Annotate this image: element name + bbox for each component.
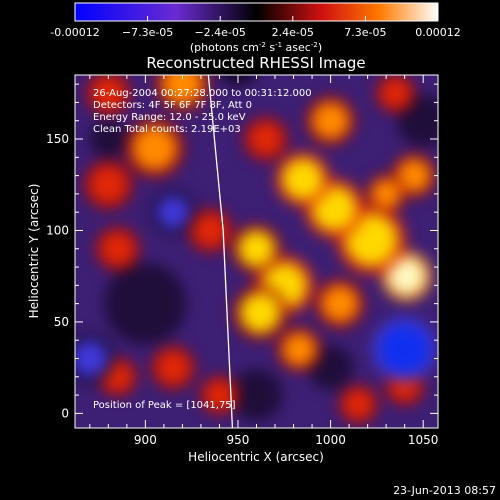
colorbar-ticks: -0.00012 −7.3e-05 −2.4e-05 2.4e-05 7.3e-05 0.… [50, 16, 461, 39]
colorbar-tick-label: 7.3e-05 [344, 26, 386, 39]
heatmap-blob [387, 257, 426, 295]
annotation-energy: Energy Range: 12.0 - 25.0 keV [93, 112, 246, 123]
heatmap-blob [91, 76, 126, 110]
annotation-block: 26-Aug-2004 00:27:28.000 to 00:31:12.000… [93, 88, 312, 135]
heatmap-blob [193, 213, 227, 248]
heatmap-blob [89, 166, 127, 204]
x-tick-label: 950 [227, 433, 250, 447]
annotation-counts: Clean Total counts: 2.19E+03 [93, 124, 241, 135]
colorbar-tick-label: 0.00012 [415, 26, 461, 39]
heatmap-blob [75, 339, 109, 378]
heatmap-blob [380, 78, 411, 109]
heatmap-blob [321, 285, 359, 323]
heatmap-blob [397, 158, 431, 193]
heatmap-blob [100, 232, 135, 266]
colorbar-units: (photons cm-2 s-1 asec-2) [190, 41, 322, 54]
chart-title: Reconstructed RHESSI Image [146, 54, 365, 72]
heatmap-blob [162, 75, 203, 105]
colorbar-tick-label: -0.00012 [50, 26, 99, 39]
heatmap-blob [345, 213, 398, 266]
heatmap-dark-region [230, 369, 283, 422]
colorbar [74, 2, 439, 22]
heatmap-blob [132, 125, 177, 171]
colorbar-tick-label: −2.4e-05 [194, 26, 245, 39]
heatmap-blob [343, 389, 374, 420]
colorbar-tick-label: 2.4e-05 [272, 26, 314, 39]
heatmap-area [75, 75, 438, 428]
x-tick-label: 1000 [315, 433, 346, 447]
y-tick-label: 50 [54, 315, 69, 329]
colorbar-tick-label: −7.3e-05 [122, 26, 173, 39]
heatmap-blobs [75, 75, 438, 425]
annotation-time: 26-Aug-2004 00:27:28.000 to 00:31:12.000 [93, 88, 312, 99]
heatmap-blob [282, 332, 316, 367]
y-axis-label: Heliocentric Y (arcsec) [27, 184, 41, 319]
heatmap-dark-region [89, 120, 127, 158]
heatmap-blob [249, 122, 283, 156]
heatmap-blob [156, 195, 190, 229]
heatmap-blob [371, 179, 401, 209]
x-tick-label: 1050 [408, 433, 439, 447]
peak-position-label: Position of Peak = [1041,75] [93, 400, 236, 411]
heatmap-blob [312, 102, 350, 140]
heatmap-dark-region [104, 262, 187, 345]
y-tick-label: 150 [46, 132, 69, 146]
solar-limb-line [207, 75, 234, 428]
heatmap-blob [237, 230, 276, 268]
heatmap-blob [380, 325, 429, 374]
x-axis-label: Heliocentric X (arcsec) [188, 450, 324, 464]
annotation-detectors: Detectors: 4F 5F 6F 7F 8F, Att 0 [93, 100, 252, 111]
heatmap-blob [204, 380, 235, 410]
x-tick-label: 900 [134, 433, 157, 447]
heatmap-blob [282, 158, 324, 200]
footer-timestamp: 23-Jun-2013 08:57 [393, 484, 496, 497]
y-tick-label: 100 [46, 223, 69, 237]
heatmap-blob [239, 292, 281, 334]
heatmap-blob [156, 350, 190, 385]
axes: 900 950 1000 1050 0 50 100 150 [46, 75, 438, 447]
y-tick-label: 0 [61, 406, 69, 420]
